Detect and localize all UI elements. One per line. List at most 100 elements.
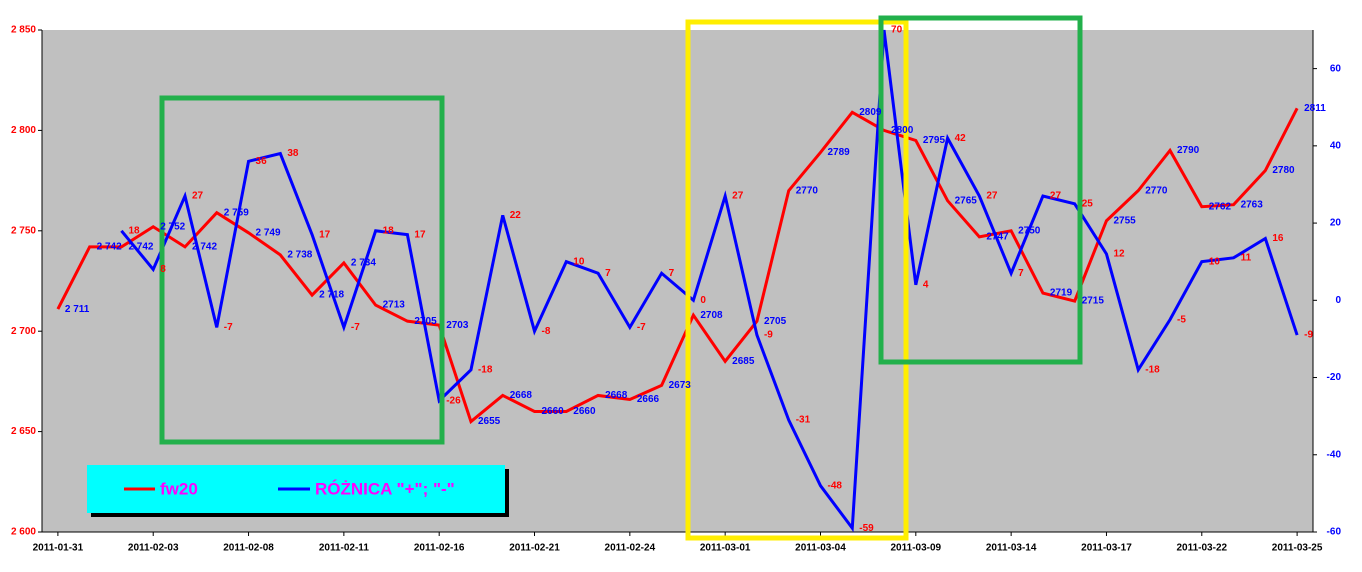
y2-tick-label: 40 xyxy=(1330,140,1342,151)
legend-label: fw20 xyxy=(160,479,198,498)
data-label: 2 734 xyxy=(351,258,376,269)
data-label: 27 xyxy=(192,191,204,202)
data-label: -7 xyxy=(637,322,646,333)
data-label: 7 xyxy=(605,268,611,279)
x-tick-label: 2011-03-14 xyxy=(986,543,1037,554)
data-label: -26 xyxy=(446,395,461,406)
x-tick-label: 2011-02-08 xyxy=(223,543,274,554)
data-label: 8 xyxy=(160,264,166,275)
data-label: 12 xyxy=(1113,249,1125,260)
data-label: 2719 xyxy=(1050,288,1073,299)
data-label: 16 xyxy=(1272,233,1284,244)
data-label: 10 xyxy=(1209,256,1221,267)
highlight-box xyxy=(159,95,445,445)
data-label: -5 xyxy=(1177,314,1186,325)
x-tick-label: 2011-03-17 xyxy=(1081,543,1132,554)
data-label: 27 xyxy=(986,191,998,202)
y-tick-label: 2 750 xyxy=(11,225,36,236)
data-label: -18 xyxy=(1145,364,1160,375)
data-label: 2668 xyxy=(510,390,533,401)
data-label: 4 xyxy=(923,280,929,291)
data-label: 2705 xyxy=(764,316,787,327)
data-label: 2780 xyxy=(1272,165,1295,176)
data-label: 27 xyxy=(732,191,744,202)
data-label: 2747 xyxy=(986,231,1009,242)
data-label: 38 xyxy=(287,148,299,159)
y-tick-label: 2 800 xyxy=(11,125,36,136)
data-label: 2790 xyxy=(1177,145,1200,156)
data-label: 2673 xyxy=(669,380,692,391)
data-label: 36 xyxy=(256,156,268,167)
data-label: 2660 xyxy=(542,406,565,417)
data-label: 0 xyxy=(700,295,706,306)
y2-tick-label: -40 xyxy=(1327,449,1342,460)
data-label: 2 711 xyxy=(65,304,90,315)
data-label: 11 xyxy=(1241,252,1252,263)
data-label: 2 718 xyxy=(319,290,344,301)
data-label: -18 xyxy=(478,364,493,375)
data-label: 2 738 xyxy=(287,250,312,261)
x-tick-label: 2011-03-09 xyxy=(891,543,942,554)
data-label: 7 xyxy=(669,268,675,279)
data-label: 27 xyxy=(1050,191,1062,202)
legend-label: RÓŻNICA "+"; "-" xyxy=(315,479,455,498)
marks xyxy=(38,29,1317,536)
y-tick-label: 2 600 xyxy=(11,527,36,538)
data-label: 17 xyxy=(319,229,331,240)
data-label: 2750 xyxy=(1018,225,1041,236)
data-label: 2770 xyxy=(1145,185,1168,196)
highlight-box xyxy=(878,15,1083,365)
x-tick-label: 2011-01-31 xyxy=(33,543,84,554)
y2-tick-label: 20 xyxy=(1330,218,1342,229)
data-label: 2765 xyxy=(955,195,978,206)
x-tick-label: 2011-02-16 xyxy=(414,543,465,554)
data-label: 2668 xyxy=(605,390,628,401)
data-label: 22 xyxy=(510,210,522,221)
highlight-box xyxy=(685,19,909,541)
plot-area xyxy=(42,30,1313,532)
data-label: -9 xyxy=(764,330,773,341)
data-label: 2 749 xyxy=(256,227,281,238)
data-label: 17 xyxy=(414,229,426,240)
x-tick-label: 2011-02-21 xyxy=(509,543,560,554)
data-label: 2703 xyxy=(446,320,469,331)
data-label: 2666 xyxy=(637,394,660,405)
data-label: -8 xyxy=(542,326,551,337)
data-label: 2770 xyxy=(796,185,819,196)
y-tick-label: 2 650 xyxy=(11,426,36,437)
y-tick-label: 2 700 xyxy=(11,326,36,337)
data-label: 2655 xyxy=(478,416,501,427)
data-label: 2 759 xyxy=(224,207,249,218)
data-label: 2713 xyxy=(383,300,406,311)
data-label: 2 742 xyxy=(192,242,217,253)
data-label: 2789 xyxy=(827,147,850,158)
x-tick-label: 2011-03-04 xyxy=(795,543,846,554)
y2-tick-label: -20 xyxy=(1327,372,1342,383)
data-label: 18 xyxy=(128,225,140,236)
series-line xyxy=(56,107,1299,425)
legend: fw20 RÓŻNICA "+"; "-" xyxy=(87,465,509,517)
y2-tick-label: 60 xyxy=(1330,63,1342,74)
data-label: 2755 xyxy=(1113,215,1136,226)
x-tick-label: 2011-03-25 xyxy=(1272,543,1323,554)
y-tick-label: 2 850 xyxy=(11,25,36,36)
data-label: -9 xyxy=(1304,330,1313,341)
data-label: 2800 xyxy=(891,125,914,136)
data-label: 10 xyxy=(573,256,585,267)
data-label: 42 xyxy=(955,133,967,144)
y2-tick-label: 0 xyxy=(1335,295,1341,306)
data-label: -7 xyxy=(224,322,233,333)
data-label: 7 xyxy=(1018,268,1024,279)
x-tick-label: 2011-02-11 xyxy=(319,543,369,554)
data-label: 2 752 xyxy=(160,221,185,232)
data-label: 2811 xyxy=(1304,103,1326,114)
data-label: 25 xyxy=(1082,198,1094,209)
data-label: 2762 xyxy=(1209,201,1232,212)
data-label: 18 xyxy=(383,225,395,236)
x-tick-label: 2011-03-22 xyxy=(1176,543,1227,554)
data-label: 2809 xyxy=(859,107,882,118)
data-label: 2715 xyxy=(1082,296,1105,307)
x-tick-label: 2011-02-24 xyxy=(605,543,656,554)
y2-tick-label: -60 xyxy=(1327,527,1342,538)
